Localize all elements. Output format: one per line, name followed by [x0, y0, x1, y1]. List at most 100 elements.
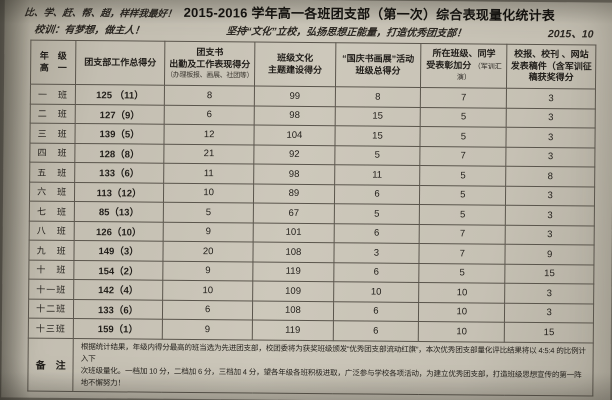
cell-exhibition: 3	[333, 242, 420, 263]
cell-total: 85（13）	[74, 201, 164, 222]
cell-culture: 98	[253, 164, 335, 185]
secretary-header-note: （办理板报、画展、社团等）	[166, 71, 254, 80]
cell-culture: 108	[252, 300, 334, 321]
cell-commend: 10	[418, 301, 505, 323]
cell-culture: 119	[253, 261, 334, 282]
cell-total: 113（12）	[74, 181, 164, 203]
cell-exhibition: 11	[334, 164, 421, 185]
cell-attendance: 8	[164, 85, 255, 106]
cell-commend: 5	[420, 165, 507, 186]
cell-manuscript: 9	[505, 244, 595, 265]
cell-class_name: 五 班	[29, 162, 76, 182]
score-table-head: 年 级 高 一 团支部工作总得分 团支书 出勤及工作表现得分 （办理板报、画展、…	[30, 40, 596, 90]
cell-attendance: 21	[163, 143, 255, 165]
col-header-manuscript: 校报、校刊 、网站 发表稿件（含军训征 稿获奖得分	[506, 44, 596, 90]
cell-total: 142（4）	[73, 279, 163, 300]
cell-manuscript: 3	[504, 283, 594, 304]
culture-header-line2: 主题建设得分	[267, 64, 323, 75]
cell-culture: 99	[254, 86, 335, 107]
cell-total: 128（8）	[75, 142, 164, 164]
cell-total: 139（5）	[75, 123, 165, 144]
cell-exhibition: 5	[334, 145, 421, 166]
cell-attendance: 9	[162, 319, 253, 340]
note-text: 根据统计结果，年级内得分最高的班当选为先进团支部，校团委将为获奖班级颁发“优秀团…	[73, 337, 594, 397]
cell-manuscript: 3	[505, 205, 595, 226]
cell-attendance: 10	[162, 280, 254, 301]
cell-manuscript: 8	[505, 166, 595, 187]
cell-exhibition: 10	[333, 281, 420, 302]
col-header-total: 团支部工作总得分	[75, 40, 165, 86]
cell-total: 159（1）	[73, 318, 163, 339]
cell-class_name: 十二班	[28, 298, 74, 319]
cell-commend: 5	[420, 106, 507, 128]
cell-commend: 5	[420, 126, 507, 147]
cell-manuscript: 3	[506, 146, 595, 168]
cell-exhibition: 6	[333, 262, 420, 283]
grade-label-line1: 年 级	[39, 50, 67, 61]
cell-class_name: 四 班	[29, 142, 76, 163]
cell-exhibition: 15	[334, 125, 421, 146]
cell-manuscript: 3	[506, 107, 596, 129]
cell-total: 126（10）	[74, 220, 164, 242]
culture-header-line1: 班级文化	[277, 52, 314, 63]
cell-total: 133（6）	[74, 162, 164, 183]
manuscript-header-line1: 校报、校刊 、网站	[514, 48, 589, 60]
note-row: 备 注 根据统计结果，年级内得分最高的班当选为先进团支部，校团委将为获奖班级颁发…	[27, 337, 594, 397]
cell-manuscript: 3	[505, 185, 595, 207]
document-title: 2015-2016 学年高一各班团支部（第一次）综合表现量化统计表	[183, 4, 556, 24]
cell-exhibition: 6	[332, 320, 419, 341]
commend-header-line2: 受表彰加分	[426, 59, 472, 71]
note-text-line2: 次班级量化。一档加 10 分，二档加 6 分，三档加 4 分，望各年级各班积极进…	[80, 365, 582, 388]
exhibition-header-line2: 班级总得分	[355, 64, 401, 76]
cell-attendance: 5	[163, 202, 254, 223]
subtitle-text: 坚持“文化”立校，弘扬思想正能量，打造优秀团支部！	[225, 26, 467, 40]
cell-attendance: 9	[163, 221, 254, 243]
cell-class_name: 九 班	[28, 240, 75, 260]
cell-attendance: 9	[162, 260, 254, 282]
cell-attendance: 12	[163, 124, 255, 145]
cell-manuscript: 3	[504, 302, 594, 323]
cell-commend: 5	[419, 184, 506, 206]
cell-culture: 89	[253, 183, 335, 204]
cell-class_name: 八 班	[29, 220, 75, 241]
cell-exhibition: 15	[334, 106, 421, 127]
slogan-text: 比、学、赶、帮、超，样样我最好！	[23, 7, 178, 20]
cell-manuscript: 3	[506, 88, 596, 109]
secretary-header-line1: 团支书	[196, 47, 224, 58]
cell-class_name: 十一班	[28, 279, 74, 299]
cell-manuscript: 15	[504, 322, 594, 343]
cell-culture: 67	[253, 203, 334, 224]
score-table-foot: 备 注 根据统计结果，年级内得分最高的班当选为先进团支部，校团委将为获奖班级颁发…	[27, 337, 594, 397]
cell-exhibition: 6	[332, 301, 419, 322]
col-header-culture: 班级文化 主题建设得分	[254, 42, 336, 87]
cell-commend: 10	[418, 321, 505, 342]
manuscript-header-line3: 稿获奖得分	[528, 72, 574, 83]
cell-attendance: 6	[162, 299, 253, 321]
cell-class_name: 三 班	[29, 123, 76, 143]
cell-attendance: 6	[164, 104, 255, 126]
cell-commend: 5	[419, 204, 506, 225]
total-header-label: 团支部工作总得分	[84, 56, 157, 68]
exhibition-header-line1: “国庆书画展”活动	[342, 53, 415, 64]
col-header-secretary: 团支书 出勤及工作表现得分 （办理板报、画展、社团等）	[164, 41, 256, 87]
col-header-commend: 所在班级、同学 受表彰加分 （军训汇演）	[420, 43, 508, 89]
cell-culture: 104	[254, 125, 335, 146]
grade-label-line2: 高 一	[39, 62, 67, 73]
cell-culture: 92	[254, 144, 335, 165]
cell-culture: 109	[252, 281, 334, 302]
cell-commend: 10	[418, 282, 506, 303]
cell-manuscript: 15	[505, 263, 594, 285]
cell-attendance: 20	[162, 241, 254, 262]
cell-total: 127（9）	[75, 103, 165, 125]
cell-attendance: 10	[163, 182, 254, 204]
cell-exhibition: 8	[334, 86, 421, 107]
cell-total: 125 （11）	[75, 84, 165, 105]
cell-attendance: 11	[163, 163, 255, 184]
cell-total: 154（2）	[73, 259, 163, 281]
document-date: 2015、10	[547, 28, 594, 41]
cell-class_name: 十三班	[28, 318, 74, 338]
cell-total: 133（6）	[73, 298, 163, 320]
cell-commend: 7	[419, 223, 506, 245]
